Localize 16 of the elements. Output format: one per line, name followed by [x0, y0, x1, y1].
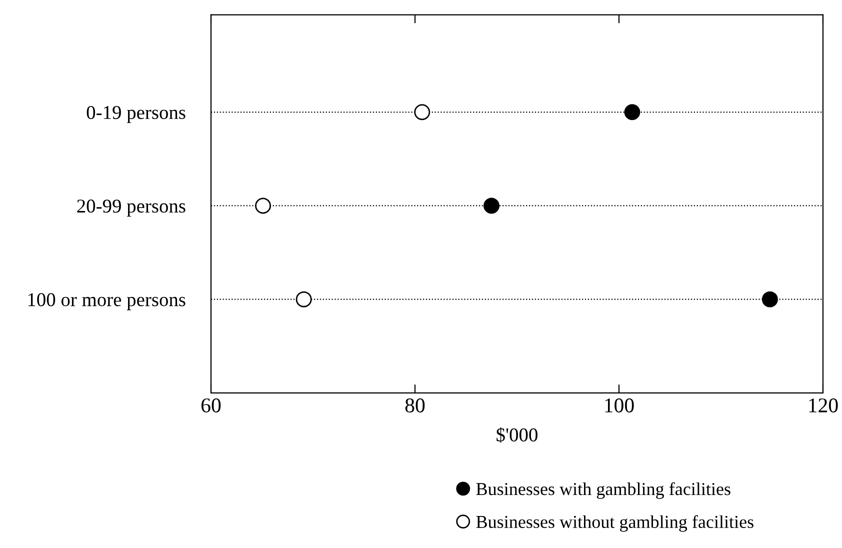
legend-label: Businesses without gambling facilities [476, 515, 754, 532]
point [484, 198, 500, 214]
x-tick-label: 120 [809, 398, 838, 412]
point [762, 291, 778, 308]
point [624, 104, 640, 120]
y-tick-label: 20-99 persons [77, 200, 186, 217]
point [296, 291, 312, 308]
x-tick-label: 100 [605, 398, 634, 412]
x-tick-label: 80 [405, 398, 425, 412]
point [414, 104, 430, 120]
x-axis-title: $'000 [496, 427, 538, 443]
legend-label: Businesses with gambling facilities [476, 482, 730, 499]
point [255, 198, 271, 214]
x-tick-label: 60 [201, 398, 221, 412]
y-tick-label: 100 or more persons [28, 293, 186, 310]
y-tick-label: 0-19 persons [86, 106, 186, 124]
